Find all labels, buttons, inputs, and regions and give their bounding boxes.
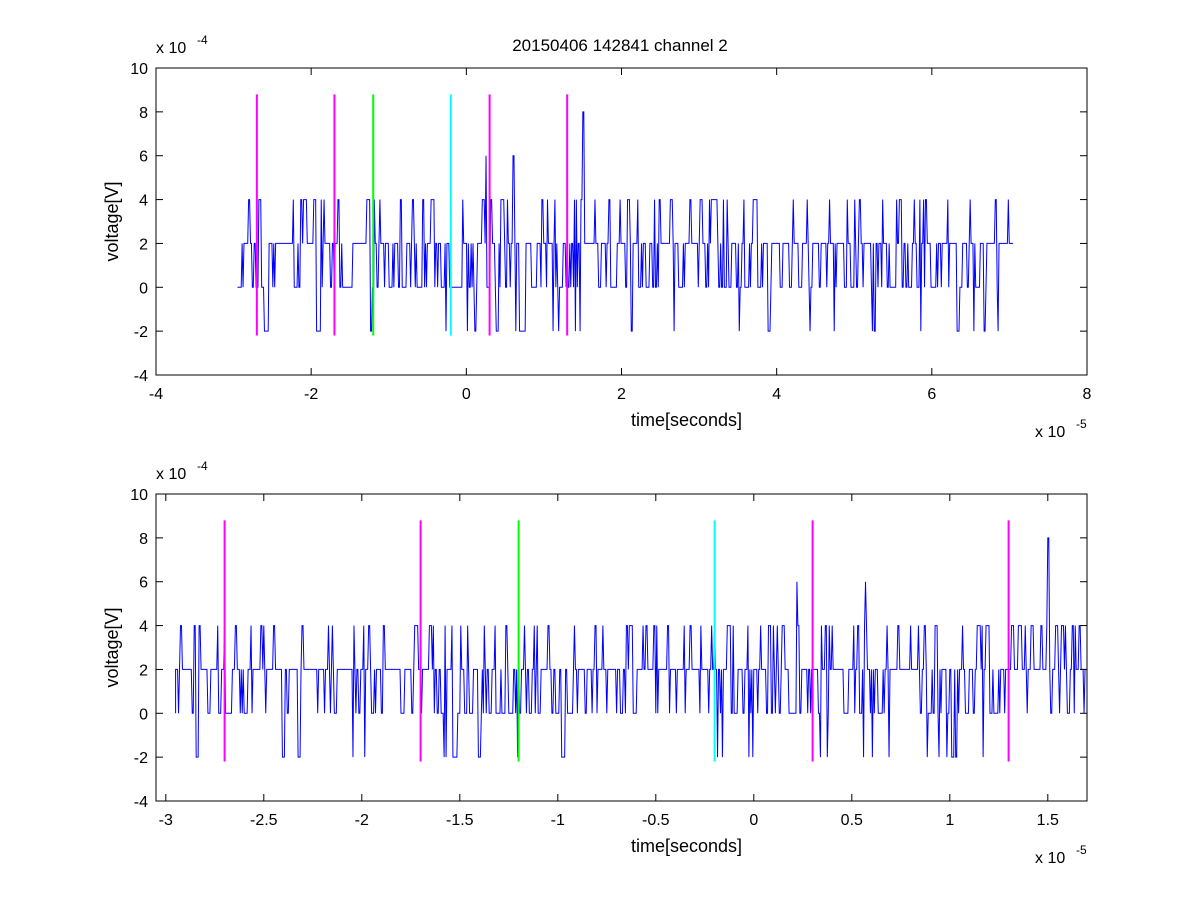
signal-trace xyxy=(237,111,1013,332)
x-tick-label: -1 xyxy=(551,812,565,829)
y-tick-label: 10 xyxy=(130,487,148,504)
y-axis-label: voltage[V] xyxy=(102,607,122,687)
y-exponent-power: -4 xyxy=(197,459,208,473)
y-tick-label: -4 xyxy=(134,794,148,811)
y-tick-label: 8 xyxy=(139,531,148,548)
y-tick-label: -2 xyxy=(134,750,148,767)
figure-title: 20150406 142841 channel 2 xyxy=(512,36,728,55)
x-tick-label: 8 xyxy=(1083,386,1092,403)
x-exponent-power: -5 xyxy=(1076,417,1087,431)
y-tick-label: 6 xyxy=(139,149,148,166)
x-exponent-power: -5 xyxy=(1076,843,1087,857)
y-tick-label: 8 xyxy=(139,105,148,122)
x-tick-label: 6 xyxy=(927,386,936,403)
y-tick-label: 2 xyxy=(139,662,148,679)
x-tick-label: 0 xyxy=(749,812,758,829)
x-tick-label: 0.5 xyxy=(841,812,863,829)
y-tick-label: -4 xyxy=(134,368,148,385)
y-tick-label: 10 xyxy=(130,61,148,78)
y-tick-label: 0 xyxy=(139,706,148,723)
y-exponent-power: -4 xyxy=(197,33,208,47)
x-tick-label: -1.5 xyxy=(446,812,474,829)
x-tick-label: -3 xyxy=(159,812,173,829)
bottom-panel: -3 -2.5 -2 -1.5 -1 -0.5 0 0.5 1 1.5 -4 -2 0 2 4 6 8 10 tim… xyxy=(102,459,1088,867)
x-exponent-multiplier: x 10 xyxy=(1035,424,1065,441)
x-tick-label: 4 xyxy=(772,386,781,403)
x-tick-label: 1.5 xyxy=(1037,812,1059,829)
x-tick-label: 1 xyxy=(945,812,954,829)
x-tick-label: -2 xyxy=(355,812,369,829)
y-tick-label: 2 xyxy=(139,236,148,253)
y-tick-label: -2 xyxy=(134,324,148,341)
top-panel: -4 -2 0 2 4 6 8 -4 -2 0 2 4 6 8 10 time[seconds] voltage… xyxy=(102,33,1092,441)
x-axis-label: time[seconds] xyxy=(631,410,742,430)
x-tick-label: 0 xyxy=(462,386,471,403)
y-tick-label: 0 xyxy=(139,280,148,297)
x-axis-label: time[seconds] xyxy=(631,836,742,856)
x-tick-label: -4 xyxy=(149,386,163,403)
y-exponent-multiplier: x 10 xyxy=(156,40,186,57)
y-tick-label: 4 xyxy=(139,193,148,210)
y-tick-label: 6 xyxy=(139,575,148,592)
y-axis-label: voltage[V] xyxy=(102,181,122,261)
x-tick-label: -2.5 xyxy=(250,812,278,829)
y-exponent-multiplier: x 10 xyxy=(156,466,186,483)
x-tick-label: -0.5 xyxy=(642,812,670,829)
x-tick-label: 2 xyxy=(617,386,626,403)
x-exponent-multiplier: x 10 xyxy=(1035,850,1065,867)
y-tick-label: 4 xyxy=(139,619,148,636)
signal-trace xyxy=(175,537,1087,758)
x-tick-label: -2 xyxy=(304,386,318,403)
plot-frame xyxy=(155,493,1088,802)
